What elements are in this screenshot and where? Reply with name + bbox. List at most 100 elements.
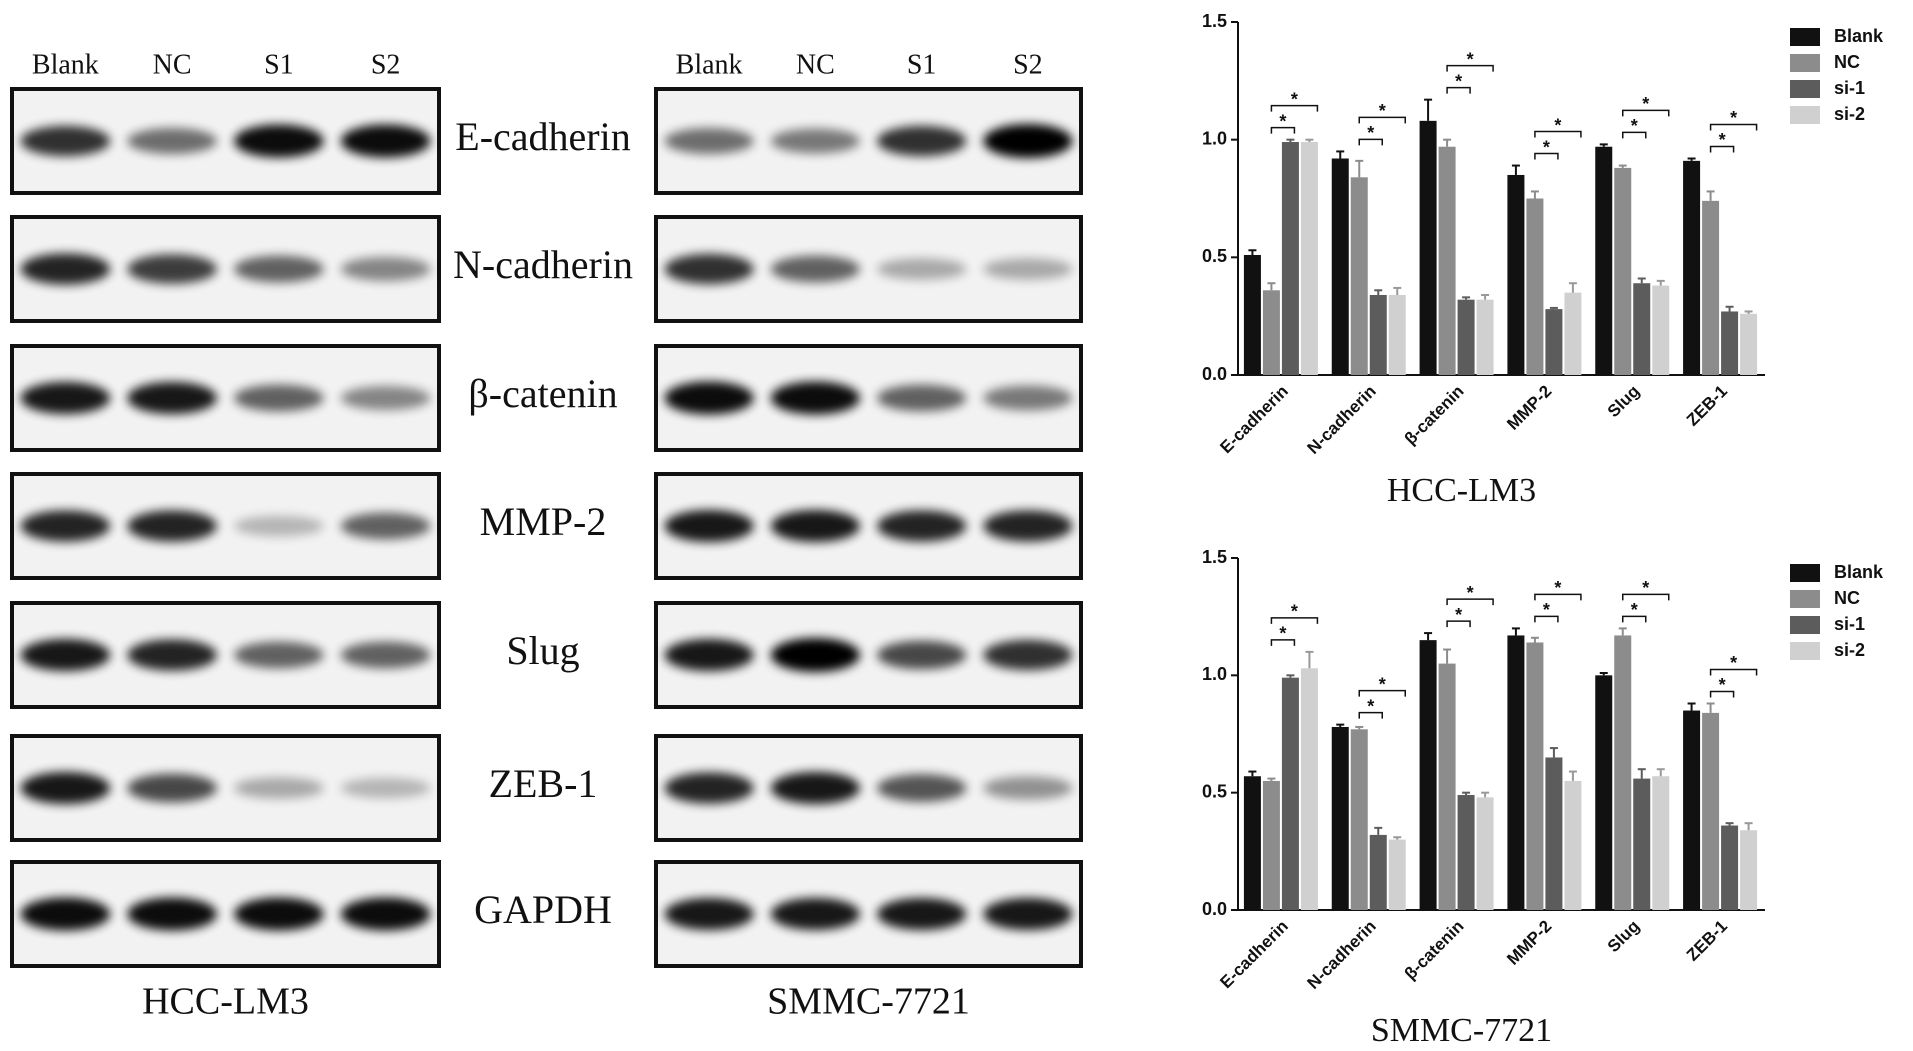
bar bbox=[1262, 290, 1280, 375]
significance-star: * bbox=[1719, 675, 1726, 695]
legend-label: Blank bbox=[1834, 562, 1884, 582]
protein-label: ZEB-1 bbox=[489, 761, 598, 806]
protein-label: Slug bbox=[506, 628, 579, 673]
legend-label: si-1 bbox=[1834, 78, 1865, 98]
x-axis-label: HCC-LM3 bbox=[1387, 472, 1536, 509]
blot-band bbox=[340, 512, 431, 540]
blot-band bbox=[20, 381, 111, 415]
legend-label: si-2 bbox=[1834, 640, 1865, 660]
blot-band bbox=[234, 641, 324, 669]
x-tick-label: ZEB-1 bbox=[1683, 382, 1731, 430]
y-tick-label: 0.0 bbox=[1202, 899, 1227, 919]
legend-label: NC bbox=[1834, 52, 1860, 72]
significance-star: * bbox=[1367, 123, 1374, 143]
bar bbox=[1243, 776, 1261, 910]
bar bbox=[1388, 294, 1406, 375]
significance-bracket bbox=[1358, 138, 1383, 146]
significance-bracket bbox=[1622, 109, 1670, 117]
lane-label: S1 bbox=[907, 49, 937, 80]
x-tick-label: N-cadherin bbox=[1304, 382, 1380, 458]
blot-band bbox=[983, 258, 1073, 280]
blot-band bbox=[770, 509, 860, 543]
legend-swatch bbox=[1790, 564, 1820, 582]
y-tick-label: 1.5 bbox=[1202, 547, 1227, 567]
x-tick-label: β-catenin bbox=[1401, 382, 1468, 449]
legend-swatch bbox=[1790, 80, 1820, 98]
significance-bracket bbox=[1446, 64, 1494, 72]
blot-band bbox=[20, 771, 111, 805]
blot-band bbox=[664, 253, 754, 285]
blot-band bbox=[770, 638, 860, 672]
bar bbox=[1683, 710, 1701, 910]
significance-bracket bbox=[1270, 126, 1296, 134]
significance-bracket bbox=[1709, 123, 1758, 131]
bar bbox=[1545, 309, 1563, 375]
x-tick-label: MMP-2 bbox=[1503, 382, 1555, 434]
blot-band bbox=[983, 639, 1073, 671]
blot-band bbox=[20, 897, 111, 931]
blot-band bbox=[20, 125, 111, 157]
blot-band bbox=[770, 771, 860, 805]
x-tick-label: E-cadherin bbox=[1216, 917, 1292, 993]
bar bbox=[1369, 834, 1387, 910]
legend-label: NC bbox=[1834, 588, 1860, 608]
bar bbox=[1388, 839, 1406, 910]
blot-band bbox=[877, 384, 967, 412]
significance-bracket bbox=[1534, 593, 1582, 601]
bar bbox=[1369, 294, 1387, 375]
blot-band bbox=[664, 128, 754, 154]
bar bbox=[1595, 675, 1613, 910]
blot-band bbox=[127, 897, 217, 931]
x-tick-label: E-cadherin bbox=[1216, 382, 1292, 458]
legend-swatch bbox=[1790, 642, 1820, 660]
significance-bracket bbox=[1446, 620, 1471, 628]
lane-label: Blank bbox=[676, 49, 743, 80]
protein-label: β-catenin bbox=[468, 371, 617, 416]
y-tick-label: 1.5 bbox=[1202, 11, 1227, 31]
bar bbox=[1507, 635, 1525, 910]
cell-line-label: SMMC-7721 bbox=[767, 981, 970, 1023]
legend-swatch bbox=[1790, 590, 1820, 608]
protein-label: MMP-2 bbox=[480, 499, 607, 544]
blot-band bbox=[127, 254, 217, 284]
lane-label: Blank bbox=[32, 49, 99, 80]
bar bbox=[1457, 299, 1475, 375]
legend-label: si-2 bbox=[1834, 104, 1865, 124]
bar bbox=[1507, 174, 1525, 375]
significance-bracket bbox=[1534, 152, 1559, 160]
bar bbox=[1243, 254, 1261, 375]
blot-band bbox=[127, 128, 217, 154]
significance-bracket bbox=[1270, 104, 1319, 112]
significance-bracket bbox=[1358, 116, 1406, 124]
lane-label: NC bbox=[153, 49, 192, 80]
blot-band bbox=[340, 256, 431, 282]
blot-band bbox=[127, 381, 217, 415]
protein-label: E-cadherin bbox=[455, 114, 630, 159]
legend-swatch bbox=[1790, 616, 1820, 634]
significance-star: * bbox=[1291, 602, 1298, 622]
significance-bracket bbox=[1709, 145, 1735, 153]
x-tick-label: ZEB-1 bbox=[1683, 917, 1731, 965]
bar bbox=[1419, 120, 1437, 375]
bar bbox=[1740, 313, 1758, 375]
bar bbox=[1457, 795, 1475, 910]
blot-band bbox=[20, 253, 111, 285]
blot-band bbox=[340, 124, 431, 158]
blot-band bbox=[770, 381, 860, 415]
protein-label: N-cadherin bbox=[453, 242, 633, 287]
y-tick-label: 1.0 bbox=[1202, 664, 1227, 684]
bar bbox=[1331, 726, 1349, 910]
significance-bracket bbox=[1709, 668, 1758, 676]
bar bbox=[1721, 825, 1739, 910]
legend-label: si-1 bbox=[1834, 614, 1865, 634]
y-tick-label: 0.5 bbox=[1202, 781, 1227, 801]
blot-band bbox=[983, 897, 1073, 931]
blot-band bbox=[877, 510, 967, 542]
x-tick-label: Slug bbox=[1604, 382, 1643, 421]
significance-star: * bbox=[1279, 111, 1286, 131]
blot-band bbox=[877, 125, 967, 157]
blot-band bbox=[234, 384, 324, 412]
bar bbox=[1564, 780, 1582, 910]
significance-star: * bbox=[1642, 94, 1649, 114]
bar bbox=[1564, 292, 1582, 375]
